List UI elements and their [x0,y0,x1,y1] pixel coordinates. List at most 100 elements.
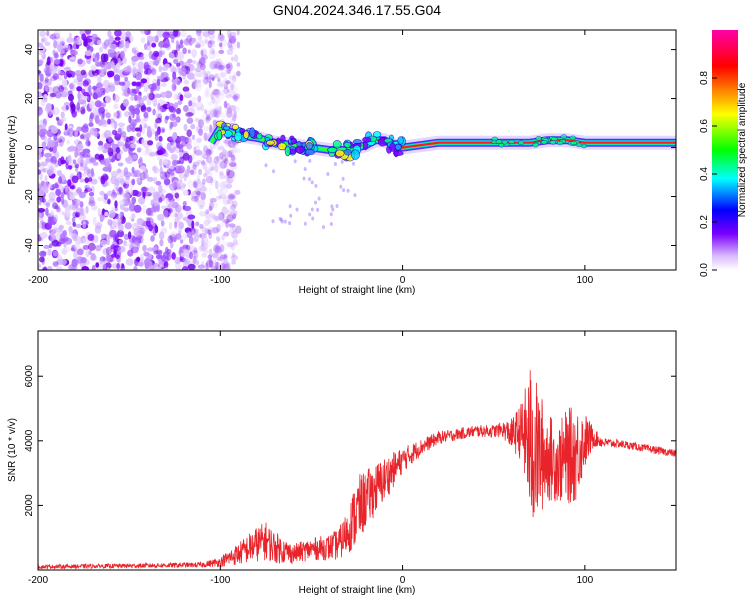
noise-blob [217,89,225,96]
noise-blob [66,139,70,145]
noise-blob [222,180,228,188]
noise-blob [70,229,77,235]
noise-blob [44,78,53,86]
noise-blob [116,141,125,147]
noise-blob [71,175,79,184]
noise-blob [190,102,197,108]
colorbar-tick-label: 0.2 [699,215,710,229]
noise-blob [106,238,110,246]
ridge-blob [535,136,542,141]
noise-blob [208,147,214,156]
noise-blob [42,267,48,270]
noise-blob [136,132,142,138]
noise-blob [194,260,200,266]
noise-blob [227,40,233,49]
noise-blob [62,104,66,111]
noise-blob [162,40,171,48]
noise-blob [146,98,152,106]
noise-blob [202,186,207,192]
noise-blob [131,178,136,186]
noise-blob [186,143,193,150]
noise-blob [105,246,112,256]
noise-blob [196,61,203,68]
noise-blob [93,73,99,78]
noise-blob [138,229,145,238]
noise-blob [223,259,229,269]
noise-blob [183,79,189,85]
noise-blob [232,194,236,200]
noise-blob [225,108,232,114]
noise-blob [133,169,141,178]
noise-blob [71,48,76,57]
noise-blob [222,149,228,157]
noise-blob [163,178,171,186]
noise-blob [49,62,54,69]
noise-blob [226,88,231,93]
noise-blob [193,247,198,254]
spectrogram-y-axis: -40 -20 0 20 40 [24,44,676,253]
noise-blob [174,221,178,229]
noise-blob [66,146,74,152]
noise-blob [182,244,189,250]
noise-blob [197,159,202,164]
noise-blob [131,69,138,77]
noise-blob [283,219,287,224]
noise-blob [225,150,229,155]
noise-blob [226,48,233,56]
noise-blob [202,178,206,185]
snr-y-label: SNR (10 * v/v) [7,418,18,482]
noise-blob [64,123,68,131]
noise-blob [43,266,48,270]
noise-blob [52,228,57,235]
noise-blob [131,246,139,254]
noise-blob [90,178,98,185]
noise-blob [85,130,91,139]
noise-blob [218,152,224,160]
noise-blob [55,188,61,196]
noise-blob [195,221,200,227]
noise-blob [139,30,148,35]
noise-blob [94,100,102,108]
noise-blob [175,207,181,213]
noise-blob [199,56,206,65]
noise-blob [158,65,162,73]
noise-blob [114,200,118,209]
noise-blob [183,205,192,212]
ridge-blob [306,142,314,150]
noise-blob [71,109,77,118]
noise-blob [144,43,148,51]
noise-blob [81,173,87,177]
noise-blob [165,197,169,205]
x-tick-label: 0 [400,275,406,286]
noise-blob [129,35,134,43]
noise-blob [208,107,215,114]
noise-blob [215,242,220,250]
noise-blob [84,177,90,184]
noise-blob [173,85,177,90]
noise-blob [162,31,170,39]
noise-blob [38,59,44,65]
ridge-blob [239,128,246,133]
noise-blob [127,249,134,257]
noise-blob [136,217,144,226]
noise-blob [48,198,56,203]
noise-blob [170,153,178,161]
noise-blob [76,86,83,92]
noise-blob [46,169,53,175]
noise-blob [224,137,230,147]
noise-blob [218,49,225,55]
noise-blob [98,140,104,147]
noise-blob [100,53,107,63]
snr-x-label: Height of straight line (km) [299,585,416,596]
noise-blob [56,65,61,75]
noise-blob [55,266,63,270]
noise-blob [207,254,213,260]
noise-blob [110,170,119,177]
noise-blob [212,88,220,96]
noise-blob [233,106,240,113]
noise-blob [177,100,183,105]
noise-blob [229,75,233,83]
noise-blob [194,43,201,49]
noise-blob [234,189,241,195]
noise-blob [213,215,219,222]
